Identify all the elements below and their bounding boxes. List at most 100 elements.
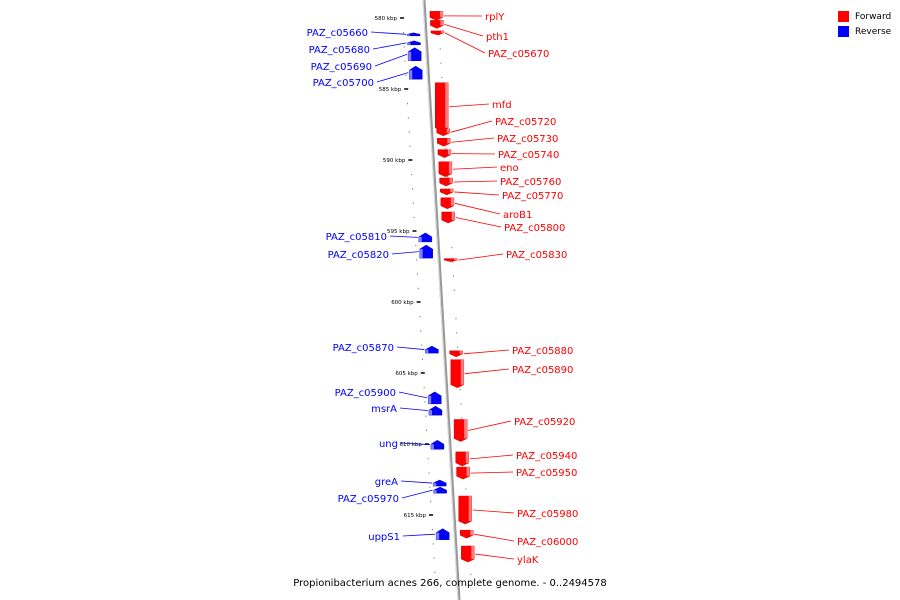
label-leaders <box>370 15 515 560</box>
gene-feature-upps1[interactable] <box>435 528 450 540</box>
axis-minor-tick <box>415 245 417 247</box>
gene-feature-paz-c05970[interactable] <box>433 486 447 494</box>
gene-label-paz-c05950[interactable]: PAZ_c05950 <box>516 468 577 479</box>
gene-label-paz-c05720[interactable]: PAZ_c05720 <box>495 117 556 128</box>
axis-minor-tick <box>428 472 430 474</box>
leader-paz-c05920 <box>468 420 512 431</box>
gene-label-paz-c05690[interactable]: PAZ_c05690 <box>311 62 372 73</box>
gene-feature-paz-c05810[interactable] <box>418 232 433 243</box>
gene-feature-shade-paz-c05670 <box>440 30 444 33</box>
leader-paz-c05680 <box>372 42 407 50</box>
gene-label-paz-c05970[interactable]: PAZ_c05970 <box>338 494 399 505</box>
gene-label-paz-c05800[interactable]: PAZ_c05800 <box>504 223 565 234</box>
gene-feature-grea[interactable] <box>432 479 447 487</box>
gene-label-mfd[interactable]: mfd <box>492 100 512 111</box>
gene-label-ung[interactable]: ung <box>379 439 398 450</box>
gene-label-paz-c05700[interactable]: PAZ_c05700 <box>313 78 374 89</box>
gene-feature-paz-c05690[interactable] <box>407 47 422 61</box>
gene-label-paz-c05680[interactable]: PAZ_c05680 <box>309 45 370 56</box>
axis-minor-tick <box>407 103 409 105</box>
leader-paz-c05670 <box>444 32 486 54</box>
gene-label-upps1[interactable]: uppS1 <box>368 532 400 543</box>
gene-label-paz-c05880[interactable]: PAZ_c05880 <box>512 346 573 357</box>
axis-minor-tick <box>424 401 426 403</box>
gene-label-paz-c06000[interactable]: PAZ_c06000 <box>517 537 578 548</box>
leader-paz-c05720 <box>450 120 493 133</box>
axis-minor-tick <box>411 174 413 176</box>
leader-grea <box>400 480 433 484</box>
gene-label-paz-c05730[interactable]: PAZ_c05730 <box>497 134 558 145</box>
leader-pth1 <box>444 24 484 37</box>
gene-label-paz-c05740[interactable]: PAZ_c05740 <box>498 150 559 161</box>
gene-label-rply[interactable]: rplY <box>485 12 505 23</box>
gene-feature-shade-paz-c05730 <box>447 138 451 144</box>
gene-label-pth1[interactable]: pth1 <box>486 32 509 43</box>
gene-feature-shade-paz-c05660 <box>407 34 411 36</box>
gene-label-arob1[interactable]: aroB1 <box>503 210 532 221</box>
axis-minor-tick <box>431 529 433 531</box>
gene-feature-shade-paz-c05820 <box>419 249 423 259</box>
gene-feature-paz-c05900[interactable] <box>427 391 442 405</box>
axis-minor-tick <box>417 287 419 289</box>
gene-labels: rplY pth1 PAZ_c05670 PAZ_c05660 PAZ_c05680 PA… <box>307 12 579 566</box>
gene-label-paz-c05770[interactable]: PAZ_c05770 <box>502 191 563 202</box>
axis-minor-tick <box>407 117 409 119</box>
axis-minor-tick <box>426 429 428 431</box>
forward-minor-tick <box>441 76 443 78</box>
gene-label-paz-c05870[interactable]: PAZ_c05870 <box>333 343 394 354</box>
forward-minor-tick <box>439 48 441 50</box>
axis-minor-tick <box>423 387 425 389</box>
leader-paz-c05870 <box>396 346 425 350</box>
legend-forward-label: Forward <box>855 11 892 22</box>
forward-minor-tick <box>451 247 453 249</box>
gene-label-paz-c05670[interactable]: PAZ_c05670 <box>488 49 549 60</box>
gene-label-paz-c05890[interactable]: PAZ_c05890 <box>512 365 573 376</box>
gene-feature-shade-paz-c06000 <box>470 530 474 536</box>
gene-label-paz-c05760[interactable]: PAZ_c05760 <box>500 177 561 188</box>
axis-ticks: 580 kbp 585 kbp 590 kbp 595 kbp 600 kbp 605 k… <box>375 16 472 575</box>
gene-feature-shade-paz-c05810 <box>418 236 422 242</box>
gene-feature-paz-c05660[interactable] <box>406 32 421 37</box>
gene-label-paz-c05660[interactable]: PAZ_c05660 <box>307 28 368 39</box>
forward-minor-tick <box>453 289 455 291</box>
gene-label-paz-c05820[interactable]: PAZ_c05820 <box>328 250 389 261</box>
leader-upps1 <box>402 533 436 537</box>
gene-feature-shade-ylak <box>471 546 475 560</box>
forward-minor-tick <box>465 488 467 490</box>
axis-tick-label: 600 kbp <box>391 300 414 306</box>
leader-paz-c05950 <box>470 471 514 474</box>
gene-feature-shade-paz-c05830 <box>454 258 458 261</box>
gene-label-paz-c05810[interactable]: PAZ_c05810 <box>326 232 387 243</box>
gene-label-paz-c05900[interactable]: PAZ_c05900 <box>335 388 396 399</box>
axis-minor-tick <box>403 46 405 48</box>
leader-ylak <box>475 553 515 560</box>
forward-minor-tick <box>457 346 459 348</box>
gene-feature-ung[interactable] <box>430 439 445 450</box>
axis-minor-tick <box>427 458 429 460</box>
gene-label-ylak[interactable]: ylaK <box>517 555 539 566</box>
legend-forward: Forward <box>838 9 891 24</box>
gene-feature-paz-c05820[interactable] <box>419 244 433 259</box>
gene-feature-shade-paz-c05970 <box>433 490 437 494</box>
forward-minor-tick <box>452 261 454 263</box>
leader-paz-c05970 <box>401 489 433 499</box>
gene-feature-paz-c05700[interactable] <box>408 65 423 80</box>
gene-feature-shade-paz-c05720 <box>446 128 450 133</box>
gene-label-paz-c05980[interactable]: PAZ_c05980 <box>517 509 578 520</box>
axis-tick-label: 610 kbp <box>399 442 422 448</box>
gene-label-eno[interactable]: eno <box>500 163 519 174</box>
gene-feature-paz-c05870[interactable] <box>425 345 439 354</box>
gene-label-paz-c05940[interactable]: PAZ_c05940 <box>516 451 577 462</box>
gene-feature-msra[interactable] <box>428 405 443 416</box>
gene-feature-paz-c05680[interactable] <box>407 40 421 46</box>
gene-feature-shade-rply <box>439 11 443 18</box>
axis-minor-tick <box>421 344 423 346</box>
axis-minor-tick <box>408 131 410 133</box>
legend: Forward Reverse <box>838 9 891 39</box>
gene-label-msra[interactable]: msrA <box>371 404 397 415</box>
gene-label-grea[interactable]: greA <box>375 477 398 488</box>
gene-label-paz-c05920[interactable]: PAZ_c05920 <box>514 417 575 428</box>
gene-label-paz-c05830[interactable]: PAZ_c05830 <box>506 250 567 261</box>
legend-reverse: Reverse <box>838 24 891 39</box>
